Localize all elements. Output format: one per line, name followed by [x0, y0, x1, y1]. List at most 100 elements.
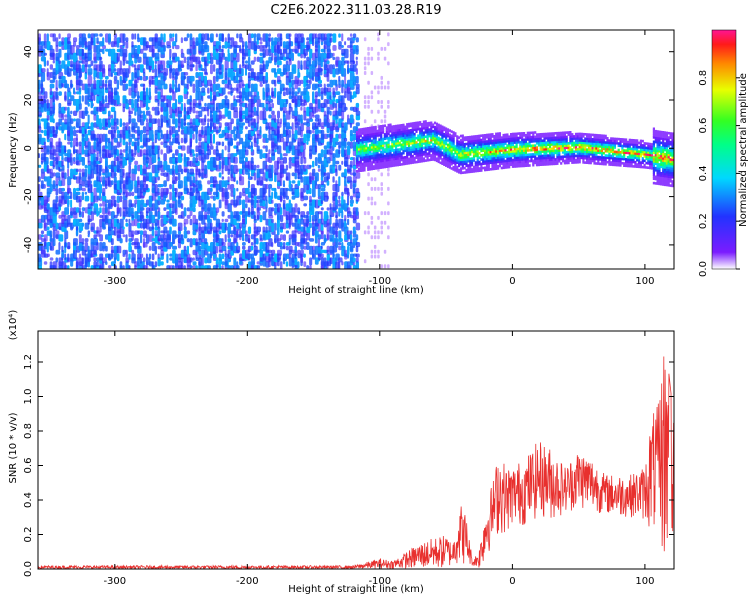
spectrogram-cell [172, 79, 175, 90]
spectrogram-cell [344, 168, 347, 177]
spectrogram-cell [49, 87, 53, 96]
spectrogram-cell [314, 145, 318, 153]
spectrogram-cell [347, 64, 350, 75]
spectrogram-cell [87, 102, 90, 107]
spectrogram-cell [99, 242, 103, 252]
spectrogram-cell [195, 157, 198, 163]
spectrogram-cell [157, 99, 160, 105]
spectrogram-cell [84, 180, 89, 185]
spectrogram-cell [49, 257, 54, 261]
spectrogram-cell [166, 187, 170, 195]
spectrogram-cell [326, 172, 330, 180]
spectrogram-cell [329, 95, 332, 100]
spectrogram-cell [49, 172, 54, 179]
spectrogram-cell [46, 145, 50, 155]
spectrogram-cell [207, 33, 210, 41]
spectrogram-cell [128, 253, 131, 260]
spectrogram-cell [172, 218, 177, 227]
spectrogram-cell [195, 37, 199, 46]
spectrogram-cell [178, 269, 183, 277]
spectrogram-cell [254, 269, 258, 274]
spectrogram-cell [110, 253, 114, 258]
spectrogram-cell [387, 186, 390, 191]
spectrogram-cell [175, 129, 179, 136]
spectrogram-cell [363, 127, 366, 131]
spectrogram-cell [256, 106, 259, 117]
spectrogram-cell [61, 214, 65, 225]
spectrogram-cell [259, 52, 263, 56]
spectrogram-cell [320, 87, 324, 95]
spectrogram-cell [239, 191, 242, 199]
spectrogram-cell [271, 218, 274, 224]
spectrogram-cell [186, 168, 190, 174]
spectrogram-cell [73, 110, 78, 116]
spectrogram-cell [134, 64, 137, 70]
spectrogram-cell [323, 110, 327, 117]
spectrogram-cell [210, 222, 213, 232]
spectrogram-cell [160, 261, 164, 266]
spectrogram-cell [163, 45, 166, 52]
spectrogram-cell [285, 87, 289, 96]
spectrogram-cell [90, 122, 94, 131]
spectrogram-cell [102, 95, 105, 105]
spectrogram-cell [128, 265, 131, 269]
spectrogram-cell [198, 234, 201, 241]
spectrogram-cell [224, 41, 228, 49]
spectrogram-cell [67, 176, 72, 186]
spectrogram-cell [172, 33, 175, 38]
spectrogram-cell [282, 91, 286, 97]
spectrogram-cell [352, 33, 357, 39]
spectrogram-cell [38, 45, 42, 53]
spectrogram-cell [96, 153, 99, 161]
spectrogram-cell [189, 75, 195, 82]
spectrogram-cell [55, 79, 58, 89]
spectrogram-cell [338, 269, 342, 273]
spectrogram-cell [450, 167, 453, 170]
spectrogram-cell [380, 151, 383, 154]
spectrogram-cell [309, 265, 312, 269]
spectrogram-cell [134, 45, 138, 49]
spectrogram-cell [285, 172, 291, 181]
spectrogram-cell [433, 126, 437, 129]
spectrogram-cell [367, 230, 370, 235]
spectrogram-cell [330, 269, 332, 275]
spectrogram-cell [355, 257, 359, 263]
spectrogram-cell [157, 79, 161, 90]
spectrogram-cell [43, 218, 46, 229]
spectrogram-cell [134, 199, 138, 205]
spectrogram-cell [420, 123, 424, 126]
spectrogram-cell [306, 269, 311, 278]
spectrogram-cell [55, 187, 59, 196]
spectrogram-cell [154, 226, 159, 231]
spectrogram-cell [151, 141, 155, 150]
spectrogram-cell [294, 91, 298, 97]
spectrogram-cell [61, 168, 65, 179]
spectrogram-cell [335, 141, 339, 146]
spectrogram-cell [110, 211, 115, 220]
spectrogram-cell [207, 122, 210, 128]
spectrogram-cell [236, 187, 239, 192]
spectrogram-cell [84, 83, 88, 94]
spectrogram-cell [409, 122, 412, 126]
spectrogram-cell [285, 133, 289, 144]
spectrogram-cell [99, 122, 102, 130]
spectrogram-cell [38, 79, 41, 89]
spectrogram-cell [344, 141, 347, 149]
spectrogram-cell [291, 129, 294, 135]
spectrogram-cell [380, 80, 383, 85]
spectrogram-cell [189, 265, 193, 269]
spectrogram-cell [400, 143, 403, 147]
spectrogram-cell [303, 253, 306, 258]
spectrogram-cell [145, 102, 149, 111]
spectrogram-cell [116, 141, 120, 148]
spectrogram-cell [215, 245, 219, 254]
spectrogram-cell [233, 157, 238, 164]
spectrogram-cell [277, 118, 280, 124]
spectrogram-cell [303, 164, 307, 172]
spectrogram-cell [151, 214, 156, 224]
spectrogram-cell [338, 195, 341, 200]
spectrogram-cell [279, 234, 284, 240]
spectrogram-cell [320, 211, 323, 220]
spectrogram-cell [81, 191, 84, 201]
spectrogram-cell [99, 176, 102, 183]
